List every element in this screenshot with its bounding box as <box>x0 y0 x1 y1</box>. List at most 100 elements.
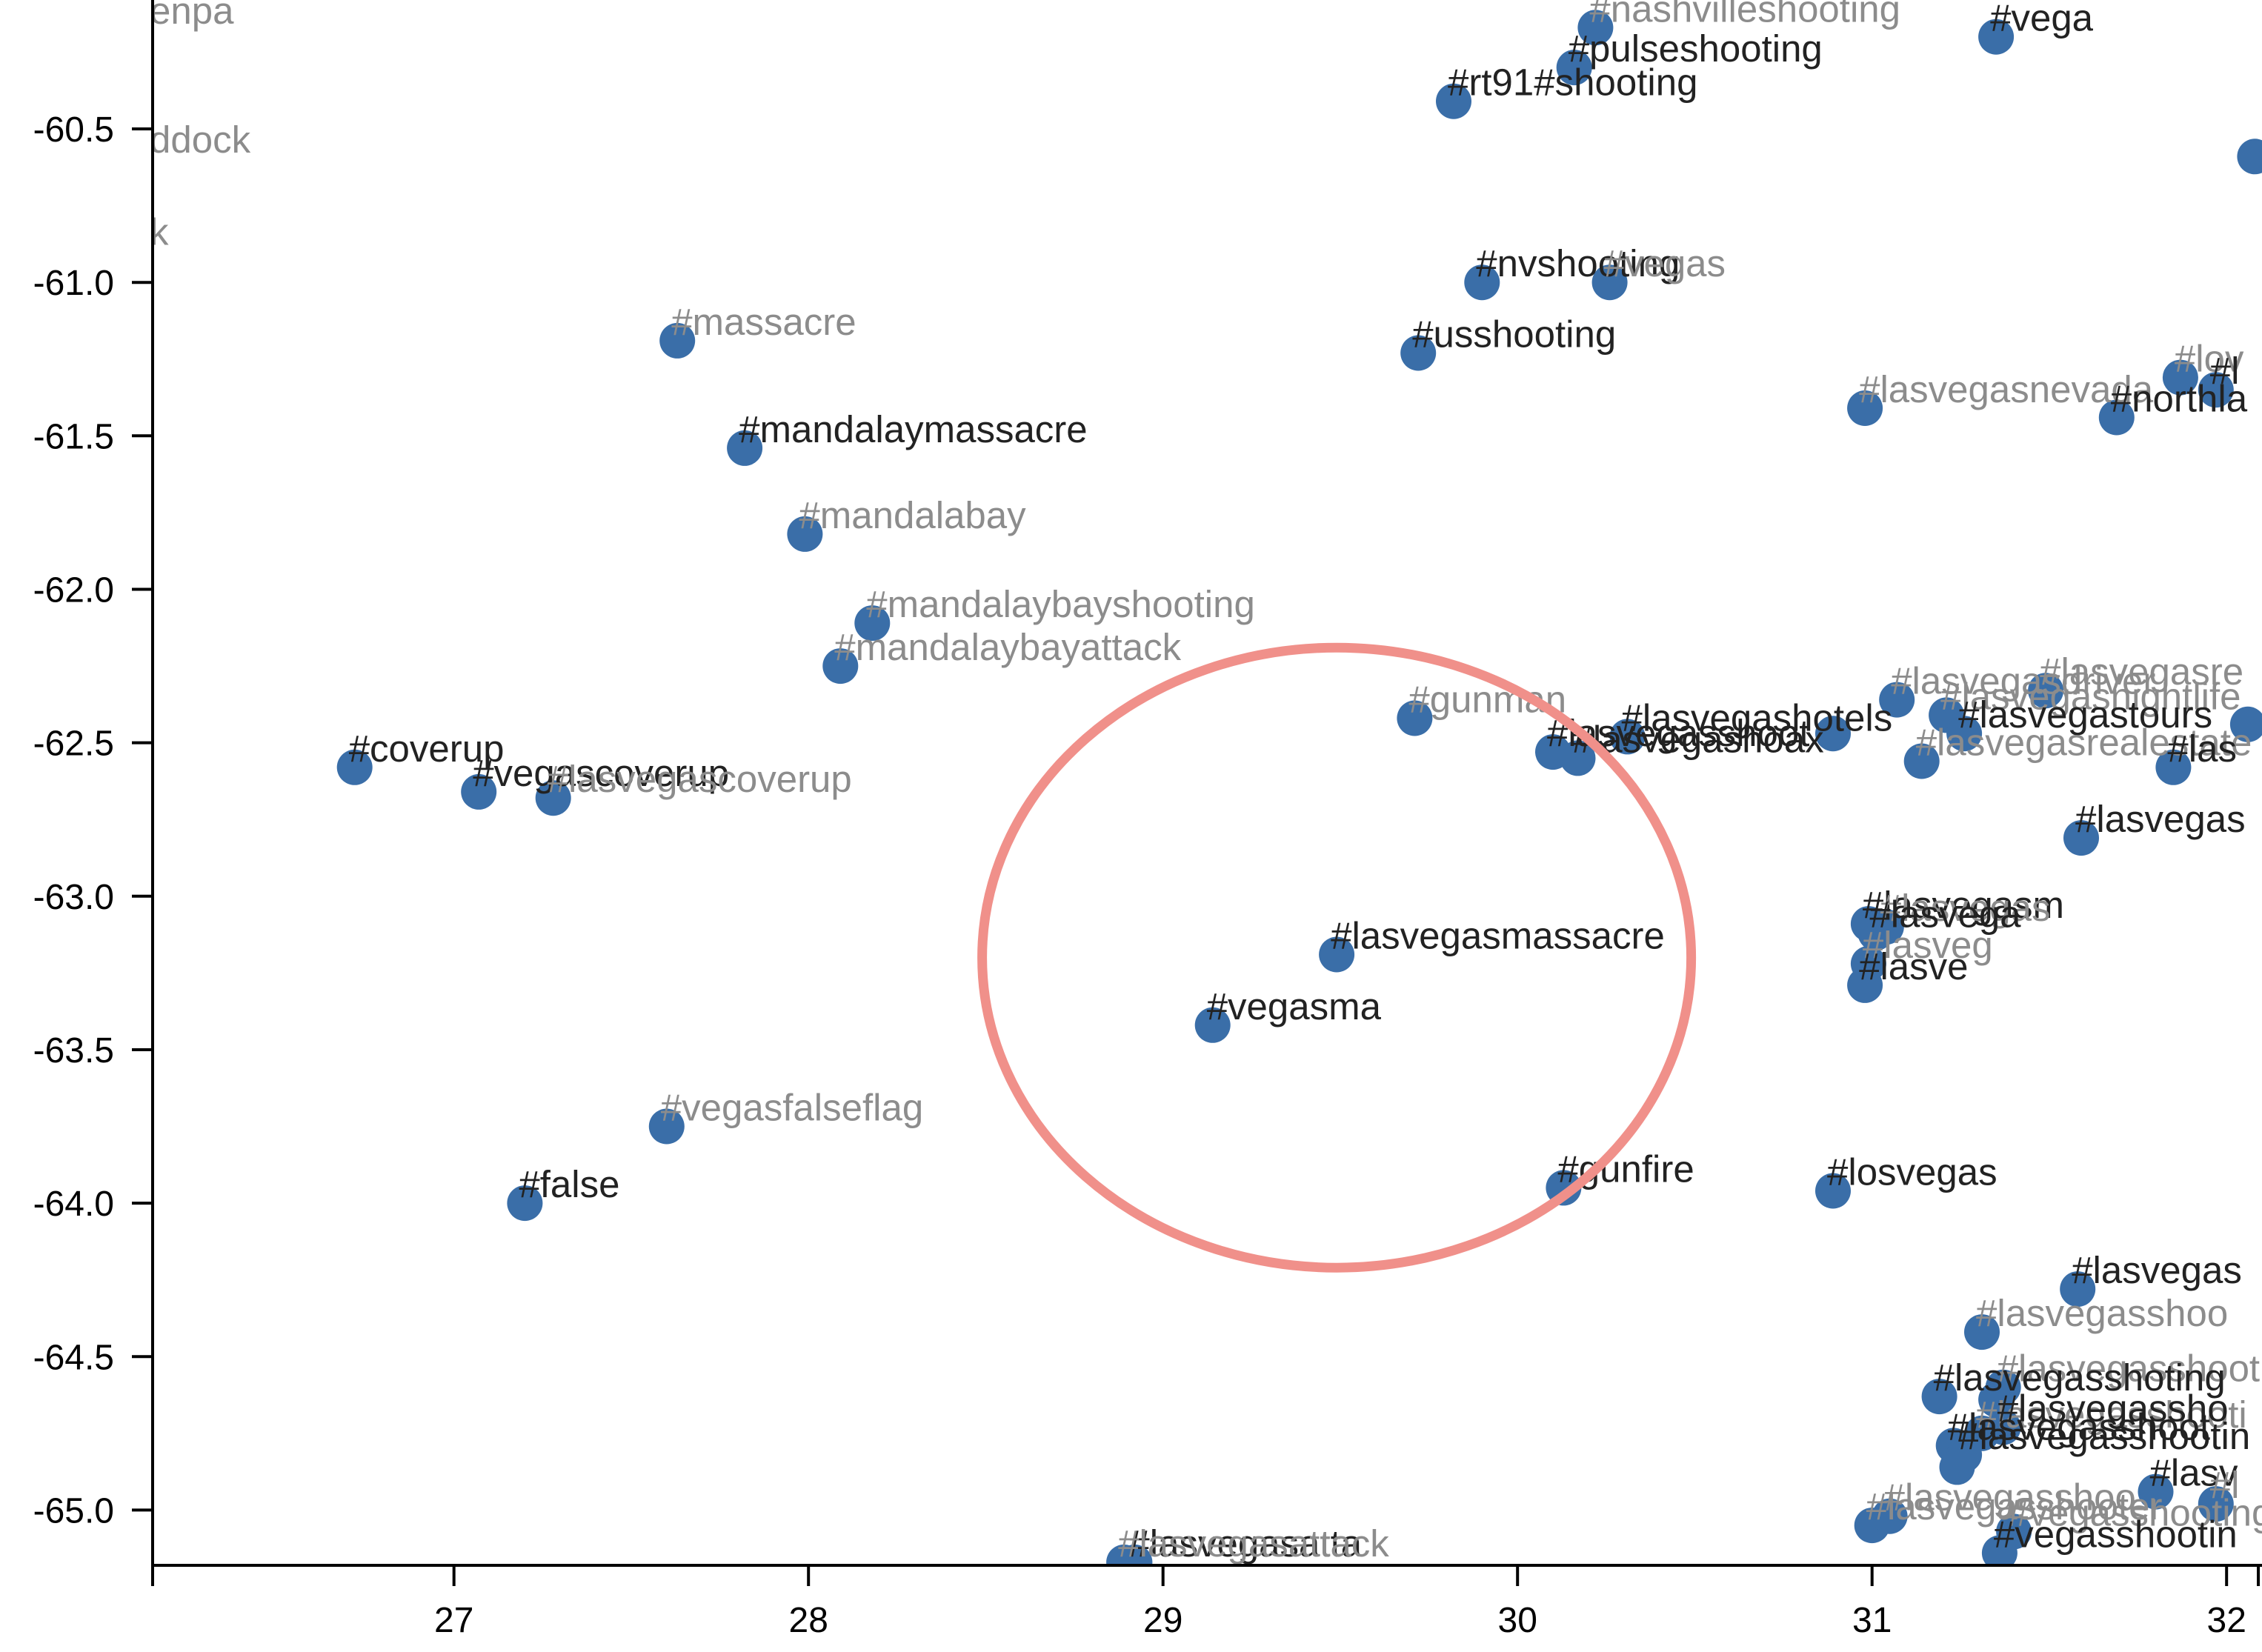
scatter-point <box>1985 1409 2021 1445</box>
point-label: #vegasfalseflag <box>661 1087 923 1129</box>
x-tick-label: 31 <box>1852 1601 1892 1640</box>
point-label: #lasvegasnightlife <box>1940 675 2241 717</box>
axes: 27 28 29 30 31 32 -60.5 -61.0 -61.5 -62.0 -62.5 -63… <box>33 0 2262 1640</box>
point-label: #lasvegashoax <box>1572 718 1824 760</box>
point-label: #lasvegas <box>1880 887 2051 929</box>
point-label: #lasvegasm <box>1863 884 2064 926</box>
y-tick-label: -61.5 <box>33 417 114 456</box>
scatter-point <box>1319 936 1355 973</box>
scatter-point <box>1400 335 1437 371</box>
scatter-point <box>1397 700 1433 736</box>
point-label: #lov <box>2175 338 2244 380</box>
point-label: #lasvegasrealestate <box>1916 722 2252 764</box>
scatter-point <box>1106 1544 1142 1565</box>
scatter-point <box>2063 820 2099 856</box>
point-label: #lasv <box>2150 1452 2239 1494</box>
scatter-point <box>1609 719 1646 755</box>
point-label: #lasvegastours <box>1958 693 2212 736</box>
plot-area: #nashvilleshooting #vega #pulseshooting#rt… <box>336 0 2262 1565</box>
point-label: #lasveg <box>1863 924 1993 966</box>
scatter-point <box>1577 10 1614 46</box>
scatter-point <box>1436 83 1471 119</box>
point-label: #gunman <box>1408 679 1566 721</box>
point-label: #mandalaybayattack <box>834 626 1181 668</box>
point-label: #vegasshootin <box>1994 1513 2238 1555</box>
scatter-point <box>1981 1535 2017 1565</box>
y-tick-label: -60.5 <box>33 110 114 150</box>
point-label: #lasvegasshooting <box>1997 1348 2262 1390</box>
point-label: #usshooting <box>1412 313 1616 356</box>
point-label: #lasvegascoverup <box>548 758 852 800</box>
x-tick-label: 32 <box>2207 1601 2246 1640</box>
scatter-point <box>1921 1379 1957 1415</box>
point-label: #lasvegasshoot <box>1948 1405 2210 1448</box>
y-tick-label: -64.0 <box>33 1185 114 1224</box>
point-label: #lasvegasre <box>2040 650 2243 693</box>
point-label: #l <box>2210 1464 2240 1506</box>
point-label: #lasvegasshoo <box>1976 1292 2228 1334</box>
scatter-point <box>1903 743 1940 779</box>
point-label: #lasvegashotels <box>1622 696 1893 739</box>
scatter-point <box>535 780 571 816</box>
x-tick-label: 30 <box>1498 1601 1537 1640</box>
scatter-point <box>1964 1314 2000 1350</box>
y-tick-label: -61.0 <box>33 264 114 303</box>
scatter-point <box>1978 1382 2015 1418</box>
y-tick-label: -63.5 <box>33 1031 114 1070</box>
point-label: #northla <box>2111 378 2248 420</box>
scatter-point <box>659 322 696 359</box>
scatter-point <box>2237 139 2262 175</box>
scatter-point <box>1939 1449 1975 1485</box>
scatter-point <box>1879 682 1915 718</box>
point-label: #lasvegas <box>2072 1249 2242 1291</box>
scatter-point <box>2098 399 2135 436</box>
scatter-point <box>2198 1486 2234 1522</box>
point-label: #lasvega <box>1869 893 2021 936</box>
point-label: #vegasshooting <box>2008 1491 2262 1533</box>
scatter-point <box>1872 1498 1908 1534</box>
point-label: #lasvegasatta <box>1128 1522 1362 1565</box>
point-label: #vegascoverup <box>473 752 729 794</box>
scatter-point <box>854 605 891 642</box>
point-label: #l <box>2210 350 2240 392</box>
x-tick-label: 27 <box>434 1601 473 1640</box>
scatter-point <box>1946 716 1983 752</box>
scatter-point <box>1857 915 1894 951</box>
highlight-layer <box>977 642 1697 1273</box>
scatter-point <box>2198 372 2234 408</box>
point-label: #vegas <box>1604 242 1726 284</box>
scatter-point <box>1815 1173 1851 1209</box>
point-label: #lasvegasshoting <box>1934 1356 2226 1399</box>
point-label: #massacre <box>671 301 856 343</box>
point-label: #lasvegasshoo <box>1884 1476 2136 1519</box>
scatter-point <box>1847 390 1883 426</box>
y-tick-label: -64.5 <box>33 1338 114 1377</box>
y-tick-label: -63.0 <box>33 878 114 917</box>
scatter-point <box>1978 19 2015 55</box>
clipped-point-label: enpa <box>150 0 234 32</box>
y-tick-label: -62.5 <box>33 725 114 764</box>
scatter-point <box>507 1185 543 1222</box>
point-label: #lasvegasshootin <box>1958 1415 2250 1457</box>
scatter-point <box>1194 1007 1231 1043</box>
scatter-point <box>2060 1271 2096 1308</box>
point-label: #lasvegas <box>2075 798 2246 840</box>
point-label: #vega <box>1990 0 2094 39</box>
scatter-point <box>2162 359 2198 396</box>
scatter-point <box>1591 264 1628 301</box>
point-label: #pulseshooting <box>1569 27 1823 70</box>
point-label: #lasvegasnevada <box>1859 368 2154 410</box>
scatter-point <box>1556 50 1592 86</box>
clipped-point-label: ddock <box>150 119 251 161</box>
point-label: #vegasma <box>1207 985 1382 1027</box>
point-label: #rt91#shooting <box>1448 61 1697 104</box>
scatter-point <box>1815 716 1851 752</box>
scatter-point <box>1560 740 1596 776</box>
point-label: #mandalaymassacre <box>739 408 1088 450</box>
scatter-point <box>648 1108 685 1145</box>
point-label: #lasvegassho <box>1997 1388 2229 1430</box>
scatter-point <box>336 749 373 785</box>
